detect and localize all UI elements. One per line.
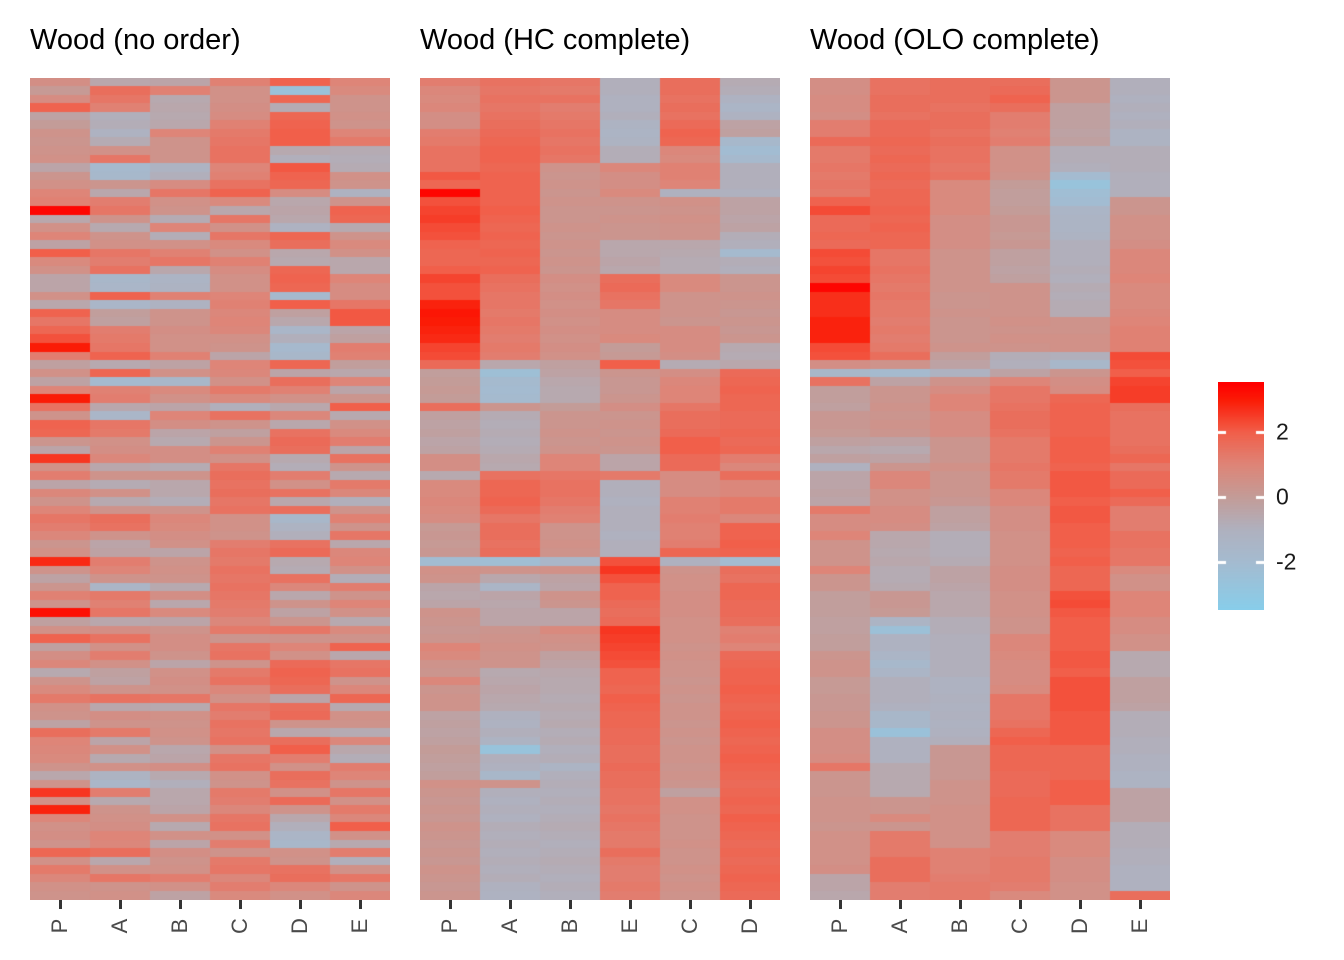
x-axis-label: A [497, 918, 522, 934]
heatmap-canvas [420, 78, 780, 900]
x-axis-label: C [227, 918, 252, 934]
legend-tick-label: 0 [1276, 483, 1289, 510]
x-axis-label: P [437, 918, 462, 934]
x-axis-tick [958, 900, 962, 909]
x-axis-label: C [677, 918, 702, 934]
panel-title: Wood (no order) [30, 24, 241, 56]
x-axis-label: E [347, 918, 372, 934]
x-axis-tick [628, 900, 632, 909]
x-axis-tick [898, 900, 902, 909]
x-axis-tick [448, 900, 452, 909]
heatmap-canvas [810, 78, 1170, 900]
x-axis-label: E [1127, 918, 1152, 934]
x-axis-tick [568, 900, 572, 909]
x-axis-label: B [557, 918, 582, 934]
legend-gradient-bar [1218, 382, 1264, 610]
x-axis-label: D [737, 918, 762, 934]
color-legend: 2 0 -2 [1218, 382, 1338, 610]
heatmap-canvas [30, 78, 390, 900]
x-axis-label: D [1067, 918, 1092, 934]
x-axis-label: B [947, 918, 972, 934]
x-axis-tick [58, 900, 62, 909]
x-axis-tick [688, 900, 692, 909]
x-axis-tick [238, 900, 242, 909]
heatmap-panel-no-order: Wood (no order) P A B C D E [30, 0, 390, 960]
x-axis-tick [118, 900, 122, 909]
x-axis-tick [178, 900, 182, 909]
x-axis-tick [358, 900, 362, 909]
x-axis-label: E [617, 918, 642, 934]
legend-tick-label: -2 [1276, 548, 1297, 575]
panel-title: Wood (OLO complete) [810, 24, 1100, 56]
heatmap-panel-olo-complete: Wood (OLO complete) P A B C D E [810, 0, 1170, 960]
x-axis-tick [1138, 900, 1142, 909]
panel-title: Wood (HC complete) [420, 24, 691, 56]
x-axis-label: P [827, 918, 852, 934]
x-axis-tick [298, 900, 302, 909]
x-axis-label: P [47, 918, 72, 934]
x-axis-tick [748, 900, 752, 909]
x-axis-label: A [887, 918, 912, 934]
x-axis-tick [838, 900, 842, 909]
heatmap-panel-hc-complete: Wood (HC complete) P A B E C D [420, 0, 780, 960]
legend-tick-label: 2 [1276, 418, 1289, 445]
x-axis-tick [508, 900, 512, 909]
x-axis-label: A [107, 918, 132, 934]
x-axis-tick [1018, 900, 1022, 909]
x-axis-label: D [287, 918, 312, 934]
x-axis-label: C [1007, 918, 1032, 934]
x-axis-tick [1078, 900, 1082, 909]
x-axis-label: B [167, 918, 192, 934]
